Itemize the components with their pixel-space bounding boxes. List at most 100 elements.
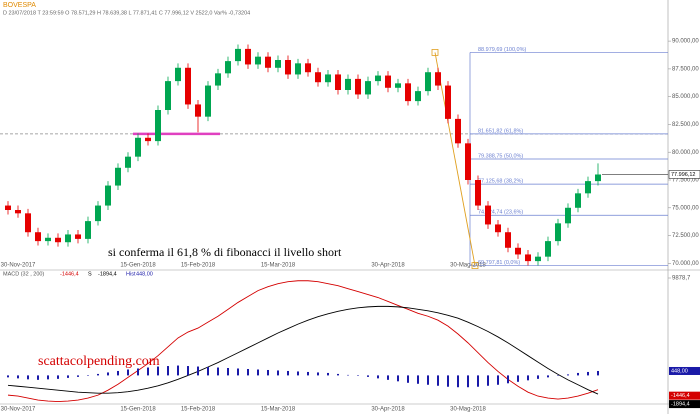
y-tick-label: 77.500,00 bbox=[672, 178, 699, 184]
candle-body bbox=[45, 237, 51, 242]
candle-body bbox=[315, 72, 321, 83]
x-tick-label: 15-Gen-2018 bbox=[120, 407, 156, 413]
candle-body bbox=[545, 241, 551, 257]
y-tick-label: 72.500,00 bbox=[672, 233, 699, 239]
histogram-bar bbox=[507, 375, 509, 384]
candle-body bbox=[475, 180, 481, 206]
candle-body bbox=[35, 232, 41, 242]
macd-line bbox=[7, 280, 599, 402]
candle-body bbox=[245, 48, 251, 65]
histogram-bar bbox=[267, 369, 269, 376]
candle-body bbox=[505, 232, 511, 248]
candle-body bbox=[215, 73, 221, 86]
x-tick-label: 30-Nov-2017 bbox=[1, 407, 36, 413]
candle-body bbox=[375, 75, 381, 82]
histogram-bar bbox=[567, 374, 569, 376]
fib-label: 74.324,74 (23,6%) bbox=[478, 210, 523, 216]
histogram-bar bbox=[577, 372, 579, 376]
last-price-label: 77.996,12 bbox=[671, 172, 695, 178]
candle-body bbox=[115, 167, 121, 186]
histogram-bar bbox=[107, 372, 109, 376]
histogram-bar bbox=[137, 368, 139, 376]
histogram-bar bbox=[237, 368, 239, 376]
candle-body bbox=[575, 193, 581, 208]
candle-body bbox=[335, 74, 341, 90]
candle-body bbox=[515, 247, 521, 255]
histogram-bar bbox=[177, 365, 179, 376]
y-tick-label: 82.500,00 bbox=[672, 122, 699, 128]
y-tick-label: 85.000,00 bbox=[672, 94, 699, 100]
histogram-bar bbox=[67, 375, 69, 378]
histogram-bar bbox=[537, 375, 539, 379]
panel-title: MACD (32 , 200) bbox=[3, 271, 44, 277]
histogram-bar bbox=[417, 375, 419, 384]
fib-label: 69.797,81 (0,0%) bbox=[478, 260, 520, 266]
x-tick-label: 30-Mag-2018 bbox=[450, 263, 486, 269]
x-tick-label: 15-Feb-2018 bbox=[181, 407, 216, 413]
histogram-bar bbox=[287, 370, 289, 376]
legend-value: -1894,4 bbox=[98, 271, 117, 277]
candle-body bbox=[135, 137, 141, 157]
value-box-label: -1894,4 bbox=[671, 402, 690, 408]
legend-value: -1446,4 bbox=[60, 271, 79, 277]
candle-body bbox=[445, 85, 451, 119]
candle-body bbox=[125, 156, 131, 168]
fib-label: 77.125,68 (38,2%) bbox=[478, 179, 523, 185]
histogram-bar bbox=[297, 371, 299, 376]
histogram-bar bbox=[157, 366, 159, 376]
candle-body bbox=[435, 72, 441, 86]
y-tick-label: 9878,7 bbox=[672, 276, 691, 282]
candle-body bbox=[105, 185, 111, 206]
y-tick-label: 70.000,00 bbox=[672, 261, 699, 267]
candle-body bbox=[325, 74, 331, 83]
value-box bbox=[669, 400, 700, 409]
candle-body bbox=[205, 85, 211, 117]
candle-body bbox=[355, 78, 361, 95]
candle-body bbox=[235, 48, 241, 62]
histogram-bar bbox=[77, 375, 79, 377]
candle-body bbox=[225, 61, 231, 74]
ohlc-info: D 23/07/2018 T 23:59:59 O 78.571,29 H 78… bbox=[3, 10, 250, 16]
histogram-bar bbox=[337, 373, 339, 376]
histogram-bar bbox=[317, 372, 319, 376]
fib-handle bbox=[431, 49, 439, 56]
histogram-bar bbox=[147, 367, 149, 376]
candle-body bbox=[365, 81, 371, 95]
candle-body bbox=[195, 104, 201, 117]
candle-body bbox=[345, 78, 351, 90]
histogram-bar bbox=[467, 375, 469, 388]
histogram-bar bbox=[167, 366, 169, 376]
histogram-bar bbox=[407, 375, 409, 383]
candle-body bbox=[145, 137, 151, 142]
histogram-bar bbox=[327, 372, 329, 376]
histogram-bar bbox=[497, 375, 499, 385]
histogram-bar bbox=[27, 375, 29, 380]
candle-body bbox=[185, 67, 191, 105]
candle-body bbox=[565, 207, 571, 224]
candle-body bbox=[25, 213, 31, 233]
macd-line bbox=[7, 305, 599, 395]
candle-body bbox=[275, 60, 281, 68]
fib-label: 79.388,75 (50,0%) bbox=[478, 153, 523, 159]
histogram-bar bbox=[517, 375, 519, 382]
histogram-bar bbox=[97, 373, 99, 376]
histogram-bar bbox=[477, 375, 479, 387]
histogram-bar bbox=[347, 374, 349, 376]
x-tick-label: 15-Mar-2018 bbox=[261, 263, 296, 269]
candle-body bbox=[595, 174, 601, 182]
fib-label: 88.979,69 (100,0%) bbox=[478, 47, 526, 53]
histogram-bar bbox=[207, 367, 209, 376]
histogram-bar bbox=[127, 369, 129, 376]
candle-body bbox=[5, 205, 11, 210]
histogram-bar bbox=[187, 366, 189, 376]
histogram-bar bbox=[257, 369, 259, 376]
fib-handle bbox=[471, 262, 479, 269]
y-tick-label: 90.000,00 bbox=[672, 39, 699, 45]
fib-trend bbox=[434, 52, 476, 266]
histogram-bar bbox=[427, 375, 429, 385]
histogram-bar bbox=[217, 367, 219, 376]
fib-label: 81.651,82 (61,8%) bbox=[478, 128, 523, 134]
histogram-bar bbox=[367, 375, 369, 377]
